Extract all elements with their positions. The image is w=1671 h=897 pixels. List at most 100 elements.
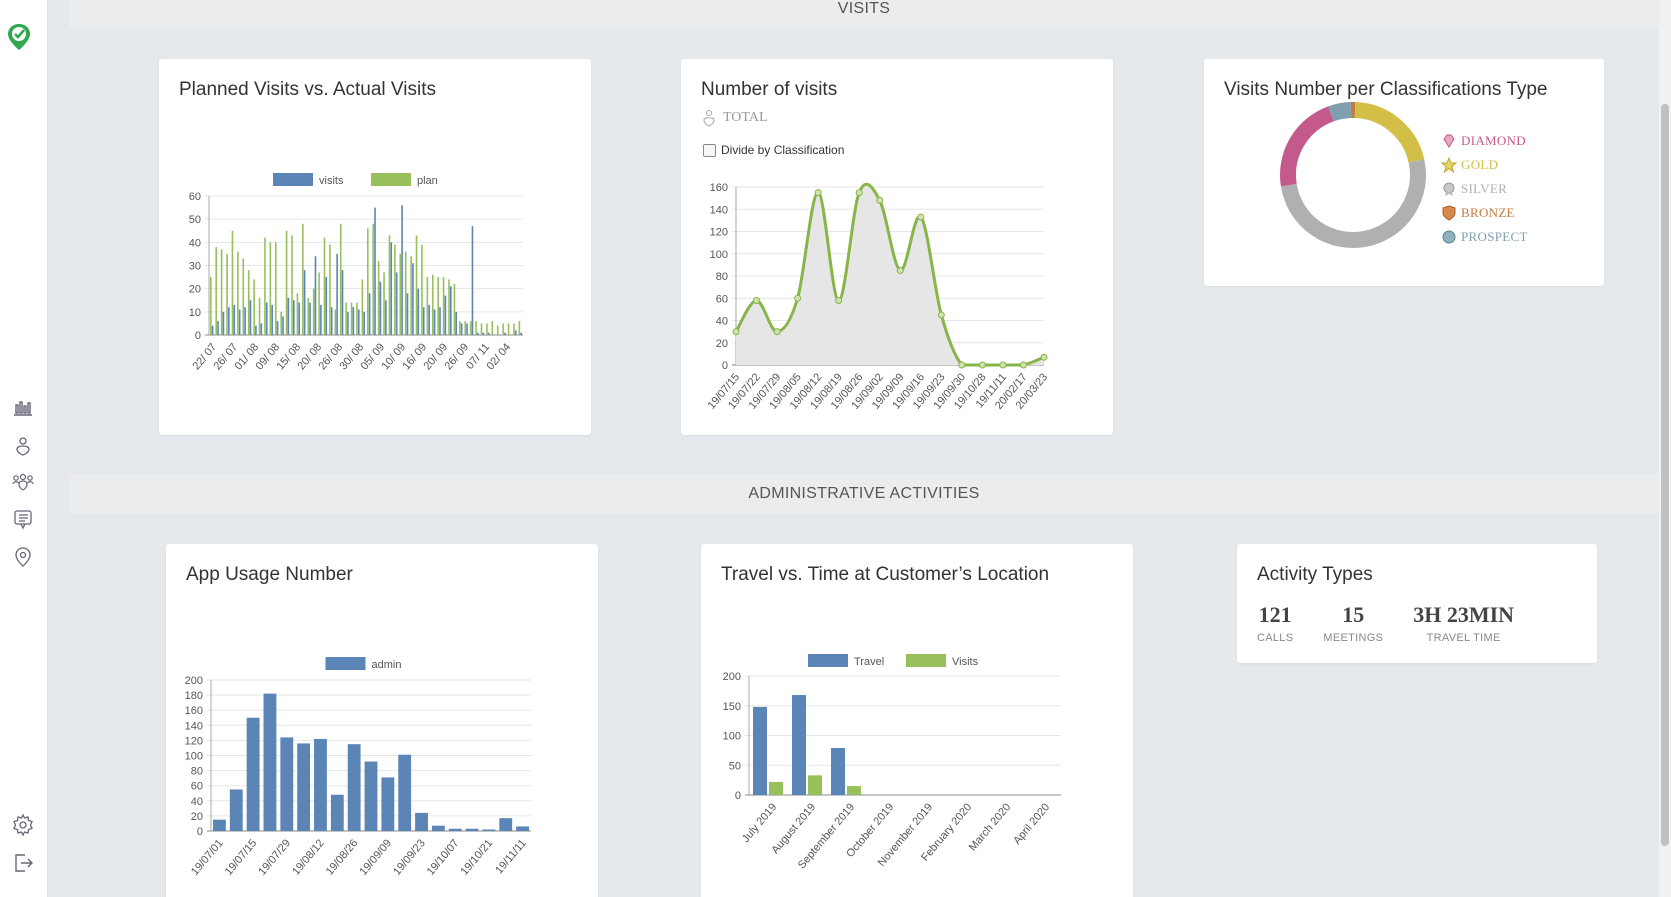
data-point	[978, 361, 986, 369]
chart-bars-icon[interactable]	[11, 396, 35, 420]
bar-plan	[453, 284, 456, 335]
legend-item[interactable]: PROSPECT	[1441, 225, 1528, 249]
bar-plan	[296, 293, 299, 335]
gear-icon[interactable]	[11, 813, 35, 837]
bar-visits	[233, 304, 236, 335]
data-point	[794, 294, 802, 302]
bar-plan	[442, 277, 445, 335]
card-title: Activity Types	[1257, 564, 1373, 585]
data-point	[1040, 353, 1048, 361]
bar-visits	[477, 332, 479, 335]
y-tick-label: 160	[185, 705, 203, 717]
bar-plan	[269, 242, 272, 335]
stat-value: 15	[1342, 602, 1365, 627]
bar-admin	[297, 743, 311, 831]
bronze-shield-icon	[1441, 205, 1457, 221]
bar-visits	[428, 304, 430, 335]
donut-slice	[1354, 102, 1425, 163]
bar-plan	[334, 309, 337, 335]
bar-visits	[287, 297, 290, 335]
bar-plan	[491, 321, 494, 335]
legend-swatch	[325, 657, 366, 670]
stat-value: 3H 23MIN	[1413, 602, 1515, 627]
bar-visits	[352, 307, 355, 335]
bar-plan	[507, 323, 510, 335]
legend-swatch	[906, 654, 946, 667]
bar-plan	[253, 279, 255, 335]
bar-plan	[421, 244, 423, 335]
bar-plan	[329, 244, 331, 335]
card-title: Visits Number per Classifications Type	[1224, 79, 1548, 100]
bar-admin	[448, 828, 462, 831]
y-tick-label: 40	[716, 316, 728, 328]
group-icon[interactable]	[11, 470, 35, 494]
bar-plan	[345, 302, 347, 335]
data-point	[855, 189, 863, 197]
legend-item[interactable]: GOLD	[1440, 153, 1528, 177]
bar-admin	[415, 812, 428, 831]
bar-plan	[242, 258, 245, 335]
bar-plan	[302, 223, 304, 335]
star-icon	[1440, 156, 1458, 174]
person-pin-icon[interactable]	[11, 434, 35, 458]
legend-swatch	[273, 173, 313, 186]
card-title: Travel vs. Time at Customer’s Location	[721, 564, 1050, 585]
bar-plan	[459, 321, 461, 335]
number-of-visits-card: Number of visits TOTAL Divide by Classif…	[681, 59, 1113, 435]
bar-visits	[238, 309, 241, 335]
bar-plan	[431, 274, 434, 335]
divide-by-classification-row[interactable]: Divide by Classification	[703, 143, 844, 157]
bar-visits	[357, 309, 360, 335]
bar-visits	[244, 307, 246, 335]
data-point	[937, 311, 945, 319]
bar-admin	[246, 717, 260, 831]
bar-visits	[417, 288, 420, 335]
legend-label: visits	[319, 175, 344, 187]
scrollbar[interactable]	[1659, 0, 1671, 897]
legend-item[interactable]: BRONZE	[1441, 201, 1528, 225]
bar-plan	[502, 323, 504, 335]
y-tick-label: 60	[189, 191, 201, 203]
bar-visits	[265, 302, 268, 335]
total-label: TOTAL	[723, 110, 768, 125]
scrollbar-thumb[interactable]	[1661, 104, 1669, 846]
y-tick-label: 60	[191, 781, 203, 793]
bar-travel	[753, 706, 767, 795]
data-point	[753, 296, 761, 304]
donut-slice	[1280, 159, 1426, 248]
data-point	[814, 189, 822, 197]
legend-item[interactable]: SILVER	[1441, 177, 1528, 201]
divide-by-classification-checkbox[interactable]	[703, 143, 716, 157]
legend-label: SILVER	[1461, 181, 1508, 196]
y-tick-label: 0	[735, 790, 741, 802]
check-pin-logo[interactable]	[5, 22, 33, 52]
legend-item[interactable]: DIAMOND	[1441, 129, 1528, 153]
legend-label: plan	[417, 175, 438, 187]
y-tick-label: 20	[191, 811, 203, 823]
travel-vs-time-card: Travel vs. Time at Customer’s Location T…	[701, 544, 1133, 897]
bar-visits	[249, 300, 252, 335]
bar-admin	[330, 794, 344, 831]
x-tick-label: 19/08/26	[324, 837, 361, 878]
bar-visits	[482, 332, 485, 335]
legend-label: BRONZE	[1461, 205, 1515, 220]
bar-admin	[482, 829, 496, 831]
logout-icon[interactable]	[11, 851, 35, 875]
x-tick-label: 19/07/15	[223, 837, 260, 878]
y-tick-label: 40	[189, 237, 201, 249]
y-tick-label: 100	[723, 731, 741, 743]
total-label-row: TOTAL	[701, 109, 768, 127]
location-pin-icon[interactable]	[11, 545, 35, 569]
bar-visits	[341, 270, 344, 335]
bar-visits	[293, 300, 295, 335]
prospect-circle-icon	[1441, 229, 1457, 245]
y-tick-label: 60	[716, 293, 728, 305]
legend-label: Travel	[854, 656, 884, 668]
bar-plan	[307, 297, 310, 335]
list-icon[interactable]	[11, 507, 35, 531]
data-point	[999, 361, 1007, 369]
bar-visits	[406, 293, 409, 335]
y-tick-label: 140	[710, 204, 728, 216]
y-tick-label: 0	[197, 826, 203, 838]
